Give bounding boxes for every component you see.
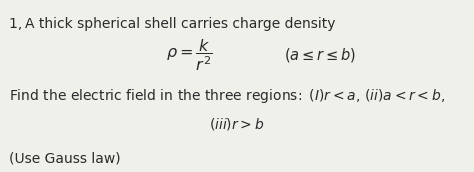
Text: $(iii)r > b$: $(iii)r > b$ — [210, 116, 264, 132]
Text: $\rho = \dfrac{k}{r^2}$: $\rho = \dfrac{k}{r^2}$ — [166, 37, 213, 73]
Text: (Use Gauss law): (Use Gauss law) — [9, 151, 121, 165]
Text: Find the electric field in the three regions:  $(I)r < a,\,(ii)a < r < b,$: Find the electric field in the three reg… — [9, 87, 446, 105]
Text: 1, A thick spherical shell carries charge density: 1, A thick spherical shell carries charg… — [9, 17, 336, 31]
Text: $(a \leq r \leq b)$: $(a \leq r \leq b)$ — [284, 46, 356, 64]
